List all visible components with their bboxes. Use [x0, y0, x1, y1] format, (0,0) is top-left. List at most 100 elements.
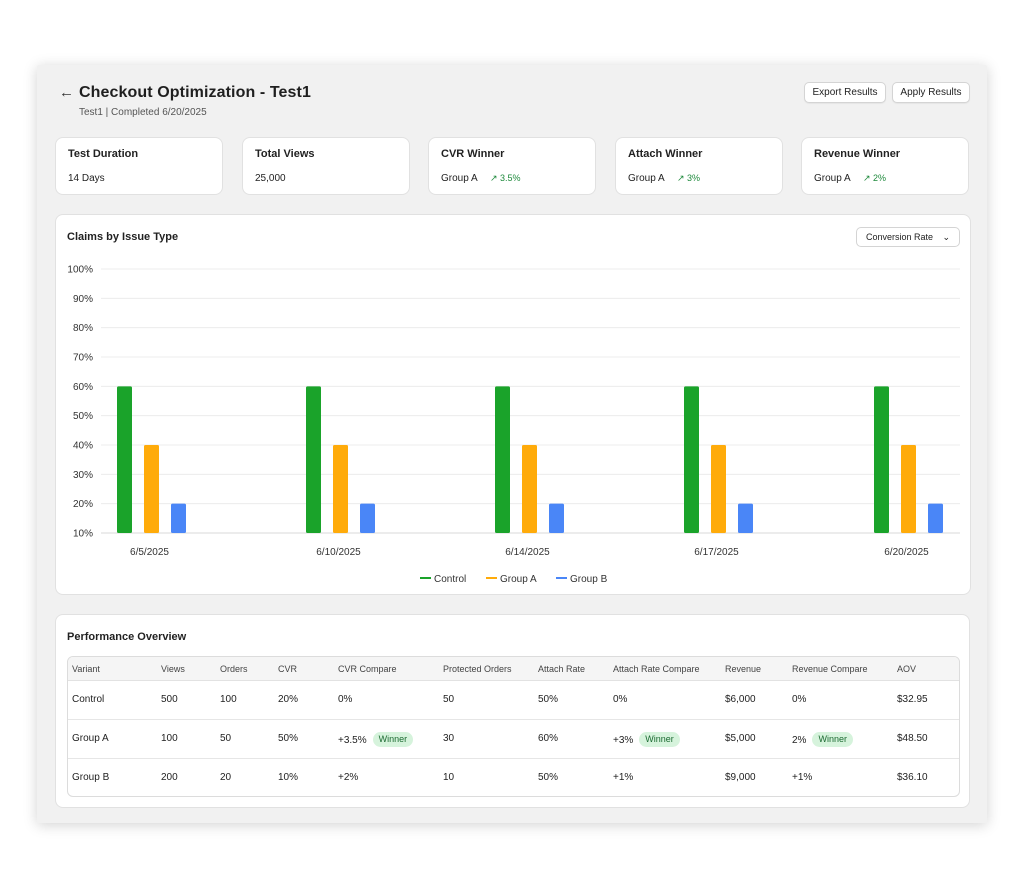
x-tick-label: 6/17/2025 — [694, 547, 739, 558]
y-tick-label: 10% — [73, 529, 93, 540]
table-cell-text: 2% — [792, 735, 807, 746]
column-header: Revenue Compare — [792, 664, 868, 674]
performance-panel: Performance Overview Variant Views Orders C… — [55, 614, 970, 808]
table-cell: +3.5% Winner — [338, 732, 414, 748]
stat-card-total-views: Total Views 25,000 — [242, 137, 410, 195]
table-cell-text: 500 — [161, 694, 178, 705]
table-cell: 50 — [443, 694, 454, 705]
table-cell: +2% — [338, 772, 358, 783]
bar-control — [684, 386, 699, 533]
column-header: Attach Rate — [538, 664, 586, 674]
bar-control — [495, 386, 510, 533]
stat-card-value: Group A — [628, 173, 665, 184]
table-row[interactable]: Group A 100 50 50% +3.5% Winner 30 60% +3% Winner… — [68, 720, 959, 759]
table-cell-text: 30 — [443, 733, 455, 744]
bar-group-a — [901, 445, 916, 533]
legend-label: Control — [434, 574, 466, 585]
bar-control — [874, 386, 889, 533]
y-tick-label: 30% — [73, 470, 93, 481]
arrow-left-icon[interactable]: ← — [59, 84, 74, 101]
column-header: Variant — [72, 664, 100, 674]
table-cell-text: 50% — [538, 772, 559, 783]
table-cell: 100 — [220, 694, 237, 705]
table-cell: +1% — [792, 772, 812, 783]
table-cell-text: 200 — [161, 772, 178, 783]
table-row[interactable]: Control 500 100 20% 0% 50 50% 0% $6,000 0% $32.95 — [68, 681, 959, 720]
column-header: Orders — [220, 664, 248, 674]
table-cell: 0% — [338, 694, 352, 705]
table-cell-text: 10 — [443, 772, 455, 783]
metric-dropdown[interactable]: Conversion Rate ⌄ — [856, 227, 960, 247]
stat-card-value: 14 Days — [68, 173, 105, 184]
table-cell: 100 — [161, 733, 178, 744]
table-cell-text: 20 — [220, 772, 232, 783]
chart-title: Claims by Issue Type — [67, 231, 179, 243]
table-cell-text: 50 — [220, 733, 232, 744]
export-results-button[interactable]: Export Results — [804, 82, 886, 103]
bar-control — [117, 386, 132, 533]
column-header: CVR Compare — [338, 664, 397, 674]
bar-group-a — [711, 445, 726, 533]
apply-results-button[interactable]: Apply Results — [892, 82, 970, 103]
stat-card-value: Group A — [814, 173, 851, 184]
table-cell: $32.95 — [897, 694, 928, 705]
x-tick-label: 6/10/2025 — [316, 547, 361, 558]
table-cell: 50% — [538, 694, 558, 705]
column-header: AOV — [897, 664, 917, 674]
table-cell: 10 — [443, 772, 454, 783]
table-cell-text: 0% — [613, 694, 628, 705]
table-cell-text: 60% — [538, 733, 559, 744]
table-cell-text: +3.5% — [338, 735, 367, 746]
y-tick-label: 90% — [73, 294, 93, 305]
table-cell: 50% — [538, 772, 558, 783]
legend-label: Group B — [570, 574, 608, 585]
column-header: Revenue — [725, 664, 762, 674]
bar-group-b — [738, 503, 753, 533]
stat-card-delta: ↗ 3.5% — [490, 173, 521, 183]
table-cell-text: 100 — [220, 694, 237, 705]
bar-group-a — [333, 445, 348, 533]
table-cell: $9,000 — [725, 772, 756, 783]
table-cell: 0% — [613, 694, 627, 705]
stat-card-value: 25,000 — [255, 173, 286, 184]
y-tick-label: 80% — [73, 323, 93, 334]
table-cell-text: +2% — [338, 772, 359, 783]
table-cell: 0% — [792, 694, 806, 705]
stat-card-value: Group A — [441, 173, 478, 184]
stat-card-title: Revenue Winner — [814, 148, 901, 160]
bar-group-b — [549, 503, 564, 533]
table-cell: Control — [72, 694, 104, 705]
bar-group-a — [144, 445, 159, 533]
table-cell-text: 50% — [278, 733, 299, 744]
y-tick-label: 40% — [73, 441, 93, 452]
stat-card-cvr-winner: CVR Winner Group A ↗ 3.5% — [428, 137, 596, 195]
legend-label: Group A — [500, 574, 537, 585]
table-cell: 200 — [161, 772, 178, 783]
table-cell: $48.50 — [897, 733, 928, 744]
table-cell-text: $5,000 — [725, 733, 756, 744]
stat-card-delta: ↗ 3% — [677, 173, 701, 183]
table-cell: 20 — [220, 772, 231, 783]
bar-group-a — [522, 445, 537, 533]
table-cell: $6,000 — [725, 694, 756, 705]
table-cell-text: Group B — [72, 772, 110, 783]
table-row[interactable]: Group B 200 20 10% +2% 10 50% +1% $9,000 +1% $36.1… — [68, 759, 959, 796]
table-header: Variant Views Orders CVR CVR Compare Protecte… — [68, 657, 959, 681]
column-header: Protected Orders — [443, 664, 512, 674]
bar-group-b — [360, 503, 375, 533]
winner-badge: Winner — [639, 732, 680, 747]
y-tick-label: 20% — [73, 499, 93, 510]
chevron-down-icon: ⌄ — [942, 232, 950, 242]
performance-table: Variant Views Orders CVR CVR Compare Protecte… — [67, 656, 960, 797]
y-tick-label: 70% — [73, 353, 93, 364]
table-cell-text: 100 — [161, 733, 178, 744]
table-cell: +1% — [613, 772, 633, 783]
table-cell-text: Group A — [72, 733, 109, 744]
metric-dropdown-value: Conversion Rate — [866, 232, 934, 242]
bar-group-b — [171, 503, 186, 533]
stat-card-revenue-winner: Revenue Winner Group A ↗ 2% — [801, 137, 969, 195]
table-cell-text: 50% — [538, 694, 559, 705]
column-header: Attach Rate Compare — [613, 664, 700, 674]
stat-card-delta: ↗ 2% — [863, 173, 887, 183]
table-cell: 10% — [278, 772, 298, 783]
